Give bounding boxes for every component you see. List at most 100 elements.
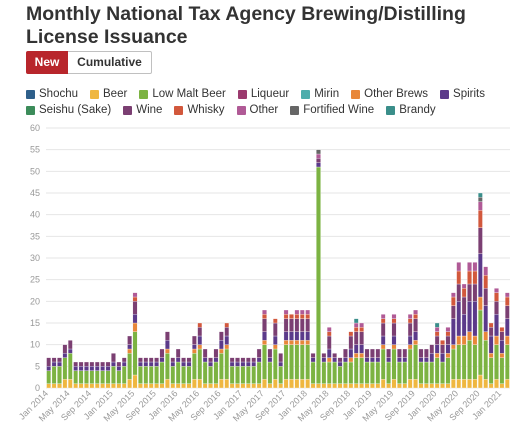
bar-segment xyxy=(310,361,316,384)
bar-segment xyxy=(429,353,435,363)
legend-item-other-brews[interactable]: Other Brews xyxy=(351,86,428,102)
bar-segment xyxy=(240,366,246,384)
bar-segment xyxy=(391,314,397,319)
bar-segment xyxy=(132,374,138,389)
bar-segment xyxy=(456,344,462,380)
legend-item-low-malt-beer[interactable]: Low Malt Beer xyxy=(139,86,226,102)
legend-item-shochu[interactable]: Shochu xyxy=(26,86,78,102)
legend-item-other[interactable]: Other xyxy=(236,102,278,118)
bar-segment xyxy=(359,327,364,332)
bar-segment xyxy=(262,318,267,332)
bar-segment xyxy=(159,357,165,363)
bar-segment xyxy=(434,344,440,354)
new-toggle-button[interactable]: New xyxy=(26,51,68,74)
bar-segment xyxy=(375,361,381,384)
bar-segment xyxy=(267,348,273,358)
bar-segment xyxy=(62,357,68,380)
bar-segment xyxy=(272,379,278,389)
bar-segment xyxy=(100,383,105,389)
bar-segment xyxy=(138,383,143,389)
bar-segment xyxy=(353,331,359,345)
legend-item-fortified-wine[interactable]: Fortified Wine xyxy=(290,102,374,118)
bar-segment xyxy=(51,361,57,367)
bar-segment xyxy=(478,374,483,389)
bar-segment xyxy=(224,344,230,350)
bar-segment xyxy=(229,366,235,384)
bar-segment xyxy=(262,340,267,345)
bar-segment xyxy=(310,353,316,358)
bar-segment xyxy=(289,314,294,319)
bar-segment xyxy=(483,305,489,332)
bar-segment xyxy=(262,331,267,341)
bar-segment xyxy=(111,361,116,367)
bar-segment xyxy=(461,314,467,337)
legend-item-whisky[interactable]: Whisky xyxy=(174,102,225,118)
legend-item-liqueur[interactable]: Liqueur xyxy=(237,86,290,102)
bar-segment xyxy=(105,366,111,371)
legend-label: Beer xyxy=(103,88,128,100)
bar-segment xyxy=(121,361,127,367)
bar-segment xyxy=(461,379,467,389)
legend-item-spirits[interactable]: Spirits xyxy=(440,86,485,102)
bar-segment xyxy=(456,270,462,285)
bar-segment xyxy=(78,366,84,371)
legend-item-seishu-sake[interactable]: Seishu (Sake) xyxy=(26,102,111,118)
bar-segment xyxy=(197,322,203,328)
bar-segment xyxy=(461,283,467,289)
bar-segment xyxy=(94,383,100,389)
bar-segment xyxy=(224,379,230,389)
bar-segment xyxy=(386,383,391,389)
bar-segment xyxy=(359,331,364,345)
legend-item-brandy[interactable]: Brandy xyxy=(386,102,436,118)
bar-segment xyxy=(370,361,375,384)
bar-segment xyxy=(445,344,451,354)
legend-item-beer[interactable]: Beer xyxy=(90,86,127,102)
legend-label: Brandy xyxy=(399,104,436,116)
bar-segment xyxy=(326,348,332,358)
bar-segment xyxy=(219,340,224,350)
bar-segment xyxy=(197,379,203,389)
bar-segment xyxy=(316,166,321,384)
y-tick-label: 0 xyxy=(35,383,40,393)
bar-segment xyxy=(143,357,149,363)
bar-segment xyxy=(181,357,186,363)
bar-segment xyxy=(326,327,332,332)
bar-segment xyxy=(175,348,181,358)
bar-segment xyxy=(364,361,370,384)
bar-segment xyxy=(499,331,505,341)
bar-segment xyxy=(289,318,294,332)
bar-segment xyxy=(94,361,100,367)
bar-segment xyxy=(202,383,208,389)
bar-segment xyxy=(478,210,483,228)
legend-label: Liqueur xyxy=(250,88,290,100)
bar-segment xyxy=(413,344,418,380)
bar-segment xyxy=(353,318,359,324)
legend-item-mirin[interactable]: Mirin xyxy=(301,86,339,102)
bar-segment xyxy=(445,327,451,332)
bar-segment xyxy=(391,335,397,345)
bar-segment xyxy=(78,361,84,367)
bar-segment xyxy=(451,318,456,345)
bar-segment xyxy=(494,379,499,389)
bar-segment xyxy=(73,370,78,384)
bar-segment xyxy=(488,357,494,384)
legend-swatch xyxy=(26,89,35,99)
bar-segment xyxy=(262,309,267,315)
bar-segment xyxy=(467,379,472,389)
bar-segment xyxy=(504,318,510,337)
bar-segment xyxy=(445,383,451,389)
bar-segment xyxy=(413,314,418,319)
bar-segment xyxy=(483,266,489,276)
bar-segment xyxy=(283,344,289,380)
bar-segment xyxy=(397,361,402,384)
bar-segment xyxy=(321,357,327,363)
legend-item-wine[interactable]: Wine xyxy=(123,102,162,118)
bar-segment xyxy=(186,383,192,389)
bar-segment xyxy=(73,361,78,367)
cumulative-toggle-button[interactable]: Cumulative xyxy=(68,51,152,74)
bar-segment xyxy=(504,305,510,319)
bar-segment xyxy=(424,357,429,363)
bar-segment xyxy=(283,314,289,319)
legend-label: Low Malt Beer xyxy=(152,88,226,100)
bar-segment xyxy=(499,383,505,389)
